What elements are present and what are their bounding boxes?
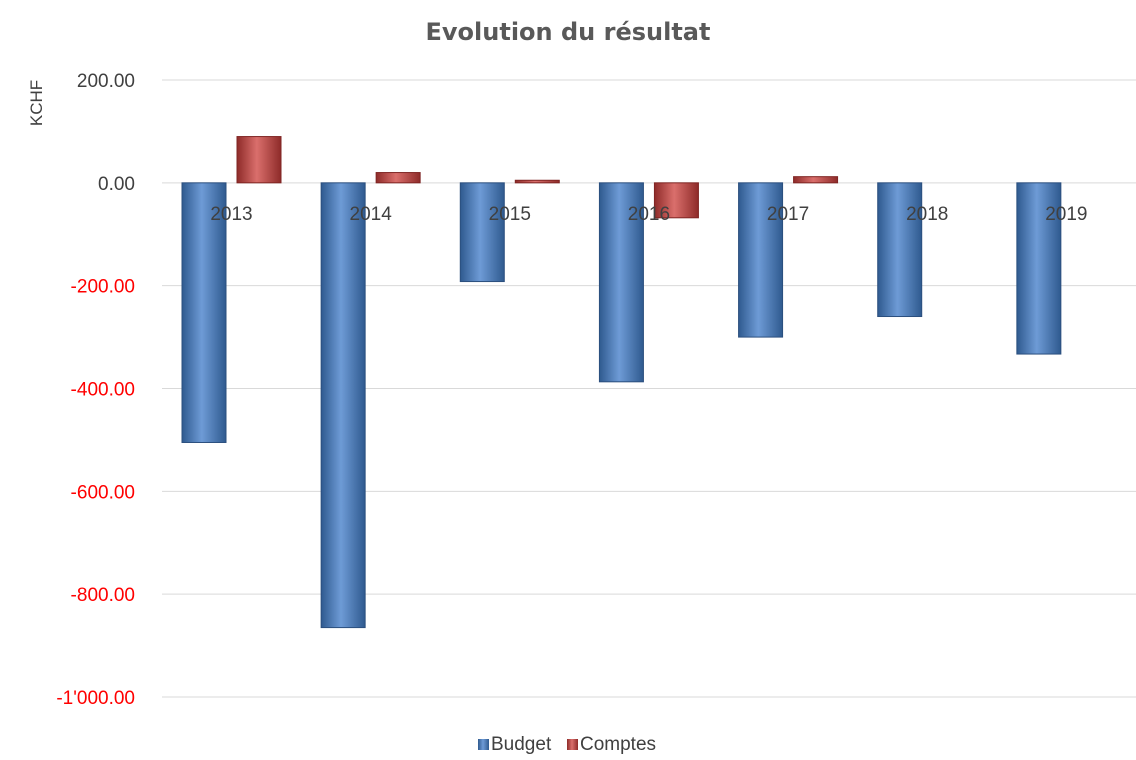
y-axis-label: KCHF	[27, 80, 46, 126]
gridlines	[162, 79, 1136, 698]
legend: Budget Comptes	[478, 734, 656, 755]
legend-swatch-comptes	[567, 739, 578, 750]
bar-budget-2019	[1016, 182, 1062, 355]
y-axis-ticks: 200.00 0.00 -200.00 -400.00 -600.00 -800.00 -1…	[56, 71, 135, 709]
bar-budget-2015	[459, 182, 505, 283]
bar-budget-2018	[877, 182, 923, 318]
x-tick-label: 2016	[628, 204, 670, 225]
bar-budget-2017	[738, 182, 784, 338]
y-tick-label: 0.00	[98, 174, 135, 195]
x-tick-label: 2014	[350, 204, 393, 225]
bar-comptes-2015	[514, 179, 560, 184]
legend-swatch-budget	[478, 739, 489, 750]
x-tick-label: 2013	[210, 204, 252, 225]
x-tick-label: 2019	[1045, 204, 1087, 225]
y-tick-label: -400.00	[71, 380, 135, 401]
bar-budget-2016	[598, 182, 644, 383]
x-tick-label: 2017	[767, 204, 809, 225]
bar-comptes-2014	[375, 172, 421, 184]
legend-label-comptes: Comptes	[580, 734, 656, 755]
bar-comptes-2017	[793, 176, 839, 184]
y-tick-label: -200.00	[71, 277, 135, 298]
x-tick-label: 2018	[906, 204, 948, 225]
legend-label-budget: Budget	[491, 734, 552, 755]
y-tick-label: -1'000.00	[56, 688, 135, 709]
bar-budget-2014	[320, 182, 366, 629]
x-tick-label: 2015	[489, 204, 531, 225]
y-tick-label: 200.00	[77, 71, 135, 92]
y-tick-label: -800.00	[71, 585, 135, 606]
bar-budget-2013	[181, 182, 227, 443]
chart-title: Evolution du résultat	[426, 18, 711, 46]
bar-comptes-2013	[236, 136, 282, 184]
y-tick-label: -600.00	[71, 482, 135, 503]
x-axis-ticks: 2013 2014 2015 2016 2017 2018 2019	[210, 204, 1087, 225]
bar-comptes-2016	[653, 182, 699, 219]
bars	[181, 136, 1062, 629]
